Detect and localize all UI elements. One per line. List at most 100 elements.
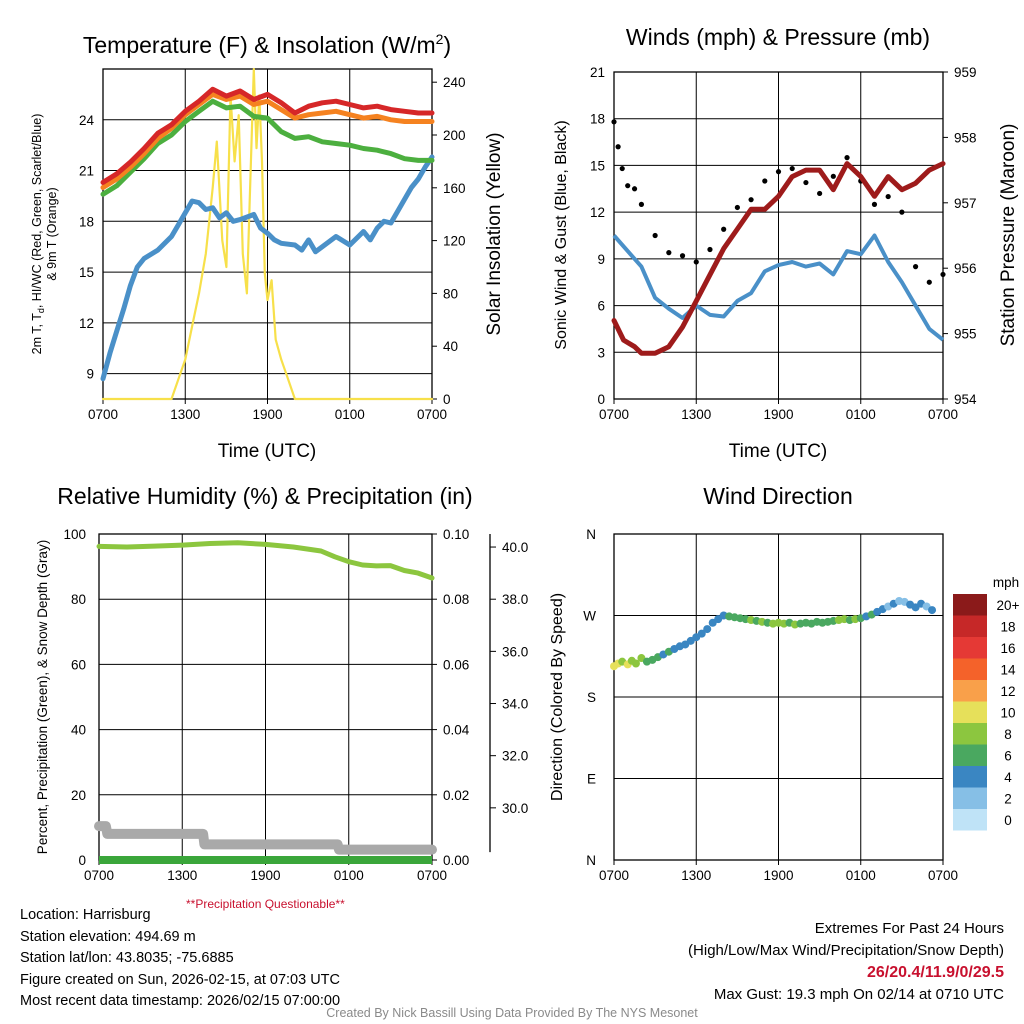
y-tick-label-snow: 38.0 — [502, 592, 528, 607]
x-tick-label: 0700 — [599, 868, 629, 883]
y-tick-label-left: 9 — [597, 252, 605, 267]
y-axis-label-right: Solar Insolation (Yellow) — [484, 132, 505, 335]
gust-point — [619, 165, 625, 172]
y-axis-label-right: Station Pressure (Maroon) — [998, 124, 1019, 347]
x-tick-label: 1300 — [170, 407, 200, 422]
y-tick-label-left: 0 — [78, 853, 86, 868]
elevation-text: Station elevation: 494.69 m — [20, 928, 196, 945]
y-tick-label-snow: 30.0 — [502, 801, 528, 816]
gust-point — [625, 183, 631, 189]
x-tick-label: 1900 — [250, 868, 280, 883]
legend-label: 0 — [1004, 813, 1012, 828]
gust-point — [926, 279, 932, 285]
y-tick-label-left: 80 — [71, 592, 86, 607]
y-tick-label-right: 956 — [954, 261, 977, 276]
y-tick-label-precip: 0.08 — [443, 592, 469, 607]
y-tick-label-direction: N — [586, 853, 596, 868]
chart-title-humidity: Relative Humidity (%) & Precipitation (i… — [57, 483, 472, 509]
gust-point — [734, 204, 740, 211]
gust-point — [707, 246, 713, 253]
legend-label: 12 — [1000, 684, 1015, 699]
gust-point — [803, 179, 809, 186]
x-axis-label: Time (UTC) — [729, 441, 828, 462]
gust-point — [789, 165, 795, 172]
legend-label: 16 — [1000, 641, 1015, 656]
y-tick-label-direction: N — [586, 527, 596, 542]
series-line-hi-wc — [100, 154, 435, 382]
y-tick-label-right: 959 — [954, 65, 977, 80]
x-tick-label: 0700 — [928, 868, 958, 883]
y-tick-label-left: 100 — [63, 527, 86, 542]
y-tick-label-direction: E — [587, 772, 596, 787]
station-info: Location: Harrisburg Station elevation: … — [20, 905, 340, 1013]
y-tick-label-left: 15 — [590, 158, 605, 173]
recent-data-text: Most recent data timestamp: 2026/02/15 0… — [20, 993, 341, 1009]
y-tick-label-precip: 0.02 — [443, 788, 469, 803]
y-tick-label-right: 955 — [954, 327, 977, 342]
y-tick-label-snow: 36.0 — [502, 644, 528, 659]
legend-swatch — [953, 680, 987, 702]
gust-point — [912, 264, 919, 270]
legend-label: 14 — [1000, 663, 1016, 678]
legend-swatch — [953, 658, 987, 680]
x-tick-label: 0700 — [599, 407, 629, 422]
gust-point — [899, 209, 905, 215]
y-tick-label-precip: 0.10 — [443, 527, 469, 542]
series-line-sonic-wind — [612, 233, 945, 342]
legend-title: mph — [993, 575, 1019, 590]
extremes-summary: Extremes For Past 24 Hours (High/Low/Max… — [688, 918, 1004, 1006]
x-tick-label: 0700 — [88, 407, 118, 422]
y-axis-label-left: Sonic Wind & Gust (Blue, Black) — [553, 120, 570, 349]
x-tick-label: 1300 — [681, 407, 711, 422]
gust-point — [844, 155, 850, 161]
precipitation-note: **Precipitation Questionable** — [186, 897, 345, 911]
x-tick-label: 0100 — [846, 868, 876, 883]
meteogram-charts: 0700 1300 1900 0100 070091215182124040801201… — [30, 24, 1020, 883]
legend-label: 2 — [1004, 792, 1012, 807]
x-tick-label: 0100 — [846, 407, 876, 422]
y-tick-label-precip: 0.00 — [443, 853, 469, 868]
extremes-heading: Extremes For Past 24 Hours — [814, 920, 1004, 937]
y-tick-label-left: 0 — [597, 392, 605, 407]
y-tick-label-direction: S — [587, 690, 596, 705]
created-text: Figure created on Sun, 2026-02-15, at 07… — [20, 971, 340, 988]
x-tick-label: 0700 — [928, 407, 958, 422]
x-tick-label: 1300 — [167, 868, 197, 883]
gust-point — [693, 259, 699, 265]
y-axis-label-left-line2: & 9m T (Orange) — [45, 187, 59, 280]
y-tick-label-precip: 0.06 — [443, 657, 469, 672]
chart-title-wind-direction: Wind Direction — [703, 483, 853, 509]
gust-point — [679, 253, 686, 259]
y-tick-label-left: 6 — [597, 299, 605, 314]
series-line-2m-t — [100, 86, 435, 185]
series-line-station-pressure — [611, 161, 946, 356]
gust-point — [871, 201, 878, 207]
extremes-subheading: (High/Low/Max Wind/Precipitation/Snow De… — [688, 942, 1004, 959]
y-tick-label-snow: 34.0 — [502, 697, 528, 712]
legend-swatch — [953, 637, 987, 659]
y-tick-label-right: 40 — [443, 339, 458, 354]
y-tick-label-left: 20 — [71, 788, 86, 803]
legend-swatch — [953, 701, 987, 723]
extremes-values: 26/20.4/11.9/0/29.5 — [866, 964, 1004, 981]
y-tick-label-precip: 0.04 — [443, 723, 470, 738]
legend-swatch — [953, 615, 987, 637]
x-tick-label: 0100 — [335, 407, 365, 422]
y-tick-label-right: 160 — [443, 181, 466, 196]
legend-label: 8 — [1004, 727, 1012, 742]
x-tick-label: 1900 — [763, 407, 793, 422]
y-tick-label-right: 80 — [443, 286, 458, 301]
legend-label: 18 — [1000, 620, 1015, 635]
gust-point — [885, 193, 891, 200]
series-line-9m-t — [100, 91, 435, 190]
legend-label: 10 — [1000, 706, 1015, 721]
gust-point — [775, 169, 782, 175]
y-tick-label-left: 9 — [86, 367, 94, 382]
legend-label: 4 — [1004, 770, 1012, 785]
y-tick-label-direction: W — [583, 609, 596, 624]
series-line-snow-depth — [94, 821, 437, 855]
x-tick-label: 1900 — [252, 407, 282, 422]
series-line-solar-insolation — [101, 67, 434, 401]
